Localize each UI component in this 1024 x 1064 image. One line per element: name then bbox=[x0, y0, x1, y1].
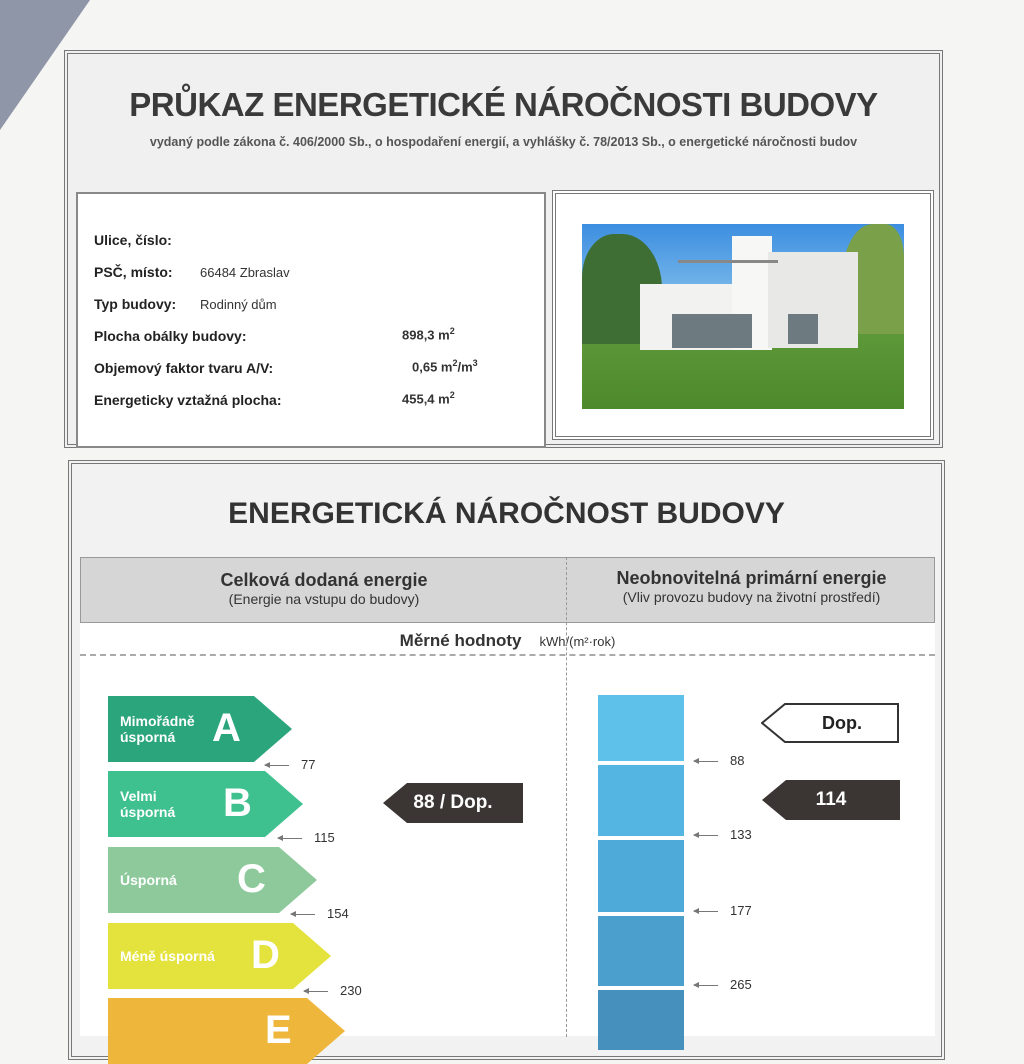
energy-class-e: E bbox=[108, 998, 345, 1064]
area-label: Plocha obálky budovy: bbox=[94, 328, 247, 344]
class-label: Méně úsporná bbox=[120, 948, 215, 964]
street-label: Ulice, číslo: bbox=[94, 232, 172, 248]
energy-class-c: Úsporná C bbox=[108, 847, 317, 913]
class-letter: C bbox=[237, 857, 266, 901]
arrow-left-icon bbox=[693, 832, 718, 839]
specific-values-row: Měrné hodnoty kWh/(m²·rok) bbox=[80, 623, 935, 656]
arrow-left-icon bbox=[264, 762, 289, 769]
type-value: Rodinný dům bbox=[200, 297, 277, 312]
ref-area-value: 455,4 m2 bbox=[402, 390, 455, 407]
primary-threshold: 265 bbox=[693, 977, 752, 992]
arrow-left-icon bbox=[693, 758, 718, 765]
arrow-left-icon bbox=[303, 988, 328, 995]
energy-class-b: Velmi úsporná B bbox=[108, 771, 303, 837]
zip-value: 66484 Zbraslav bbox=[200, 265, 290, 280]
ref-area-label: Energeticky vztažná plocha: bbox=[94, 392, 282, 408]
arrow-left-icon bbox=[290, 911, 315, 918]
column-divider bbox=[566, 557, 567, 1037]
document-subtitle: vydaný podle zákona č. 406/2000 Sb., o h… bbox=[149, 135, 858, 149]
energy-class-d: Méně úsporná D bbox=[108, 923, 331, 989]
primary-required-label: Dop. bbox=[822, 713, 862, 733]
building-photo bbox=[582, 224, 904, 409]
area-value: 898,3 m2 bbox=[402, 326, 455, 343]
factor-value: 0,65 m2/m3 bbox=[412, 358, 478, 375]
arrow-left-icon bbox=[277, 835, 302, 842]
primary-class-bar bbox=[598, 990, 684, 1050]
unit-label: kWh/(m²·rok) bbox=[539, 634, 616, 649]
section-title: ENERGETICKÁ NÁROČNOST BUDOVY bbox=[228, 497, 785, 530]
class-label: Mimořádně úsporná bbox=[120, 713, 195, 745]
primary-energy-heading: Neobnovitelná primární energie bbox=[616, 568, 887, 588]
primary-actual-marker: 114 bbox=[762, 780, 900, 820]
primary-required-marker bbox=[761, 703, 899, 743]
delivered-energy-marker: 88 / Dop. bbox=[383, 783, 523, 823]
zip-label: PSČ, místo: bbox=[94, 264, 173, 280]
arrow-left-icon bbox=[693, 908, 718, 915]
primary-class-bar bbox=[598, 916, 684, 986]
class-label: Velmi úsporná bbox=[120, 788, 176, 820]
primary-class-bar bbox=[598, 695, 684, 761]
document-title: PRŮKAZ ENERGETICKÉ NÁROČNOSTI BUDOVY bbox=[129, 86, 878, 123]
delivered-energy-heading: Celková dodaná energie bbox=[220, 570, 428, 590]
class-letter: B bbox=[223, 781, 252, 825]
delivered-energy-sub: (Energie na vstupu do budovy) bbox=[228, 591, 420, 607]
primary-energy-sub: (Vliv provozu budovy na životní prostřed… bbox=[622, 589, 881, 605]
type-label: Typ budovy: bbox=[94, 296, 177, 312]
class-label: Úsporná bbox=[120, 872, 177, 888]
delivered-threshold: 115 bbox=[277, 830, 335, 845]
class-letter: E bbox=[265, 1008, 292, 1052]
class-letter: A bbox=[212, 706, 241, 750]
delivered-threshold: 154 bbox=[290, 906, 349, 921]
factor-label: Objemový faktor tvaru A/V: bbox=[94, 360, 274, 376]
table-header: Celková dodaná energie (Energie na vstupu… bbox=[80, 557, 935, 623]
delivered-threshold: 77 bbox=[264, 757, 315, 772]
primary-threshold: 88 bbox=[693, 753, 744, 768]
primary-class-bar bbox=[598, 840, 684, 912]
building-info-panel: Ulice, číslo: PSČ, místo: 66484 Zbraslav… bbox=[76, 192, 546, 448]
class-letter: D bbox=[251, 933, 280, 977]
primary-class-bar bbox=[598, 765, 684, 836]
specific-values-label: Měrné hodnoty bbox=[399, 631, 522, 650]
primary-threshold: 177 bbox=[693, 903, 752, 918]
primary-threshold: 133 bbox=[693, 827, 752, 842]
delivered-threshold: 230 bbox=[303, 983, 362, 998]
arrow-left-icon bbox=[693, 982, 718, 989]
energy-class-a: Mimořádně úsporná A bbox=[108, 696, 292, 762]
